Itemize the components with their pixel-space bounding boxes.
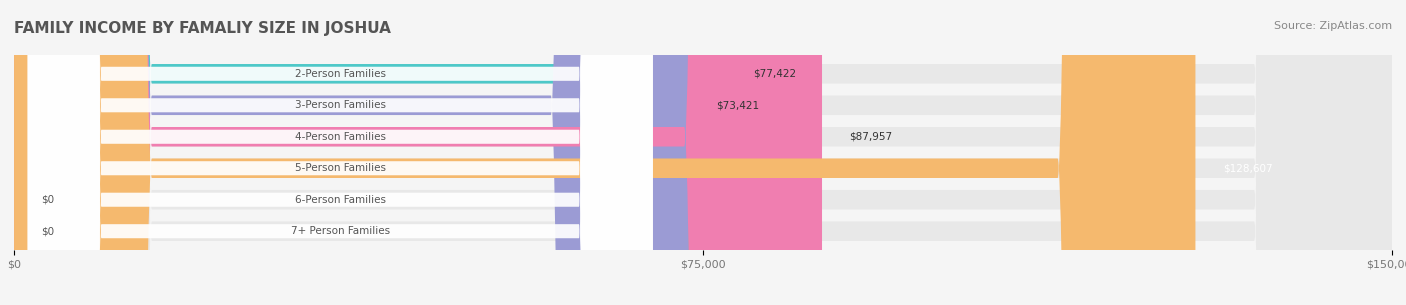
- FancyBboxPatch shape: [14, 0, 1392, 305]
- FancyBboxPatch shape: [14, 0, 1392, 305]
- Text: $73,421: $73,421: [716, 100, 759, 110]
- Text: 4-Person Families: 4-Person Families: [295, 132, 385, 142]
- FancyBboxPatch shape: [28, 0, 652, 305]
- FancyBboxPatch shape: [14, 0, 1195, 305]
- Text: $128,607: $128,607: [1223, 163, 1272, 173]
- FancyBboxPatch shape: [28, 0, 652, 305]
- FancyBboxPatch shape: [14, 0, 1392, 305]
- FancyBboxPatch shape: [28, 0, 652, 305]
- FancyBboxPatch shape: [28, 0, 652, 305]
- FancyBboxPatch shape: [14, 0, 1392, 305]
- FancyBboxPatch shape: [14, 0, 725, 305]
- FancyBboxPatch shape: [14, 0, 823, 305]
- FancyBboxPatch shape: [14, 0, 689, 305]
- Text: 3-Person Families: 3-Person Families: [295, 100, 385, 110]
- Text: $77,422: $77,422: [752, 69, 796, 79]
- FancyBboxPatch shape: [14, 0, 1392, 305]
- Text: $0: $0: [42, 195, 55, 205]
- FancyBboxPatch shape: [28, 0, 652, 305]
- Text: 5-Person Families: 5-Person Families: [295, 163, 385, 173]
- Text: Source: ZipAtlas.com: Source: ZipAtlas.com: [1274, 21, 1392, 31]
- Text: 6-Person Families: 6-Person Families: [295, 195, 385, 205]
- FancyBboxPatch shape: [28, 0, 652, 305]
- Text: 2-Person Families: 2-Person Families: [295, 69, 385, 79]
- Text: FAMILY INCOME BY FAMALIY SIZE IN JOSHUA: FAMILY INCOME BY FAMALIY SIZE IN JOSHUA: [14, 21, 391, 36]
- Text: $87,957: $87,957: [849, 132, 893, 142]
- FancyBboxPatch shape: [14, 0, 1392, 305]
- Text: $0: $0: [42, 226, 55, 236]
- Text: 7+ Person Families: 7+ Person Families: [291, 226, 389, 236]
